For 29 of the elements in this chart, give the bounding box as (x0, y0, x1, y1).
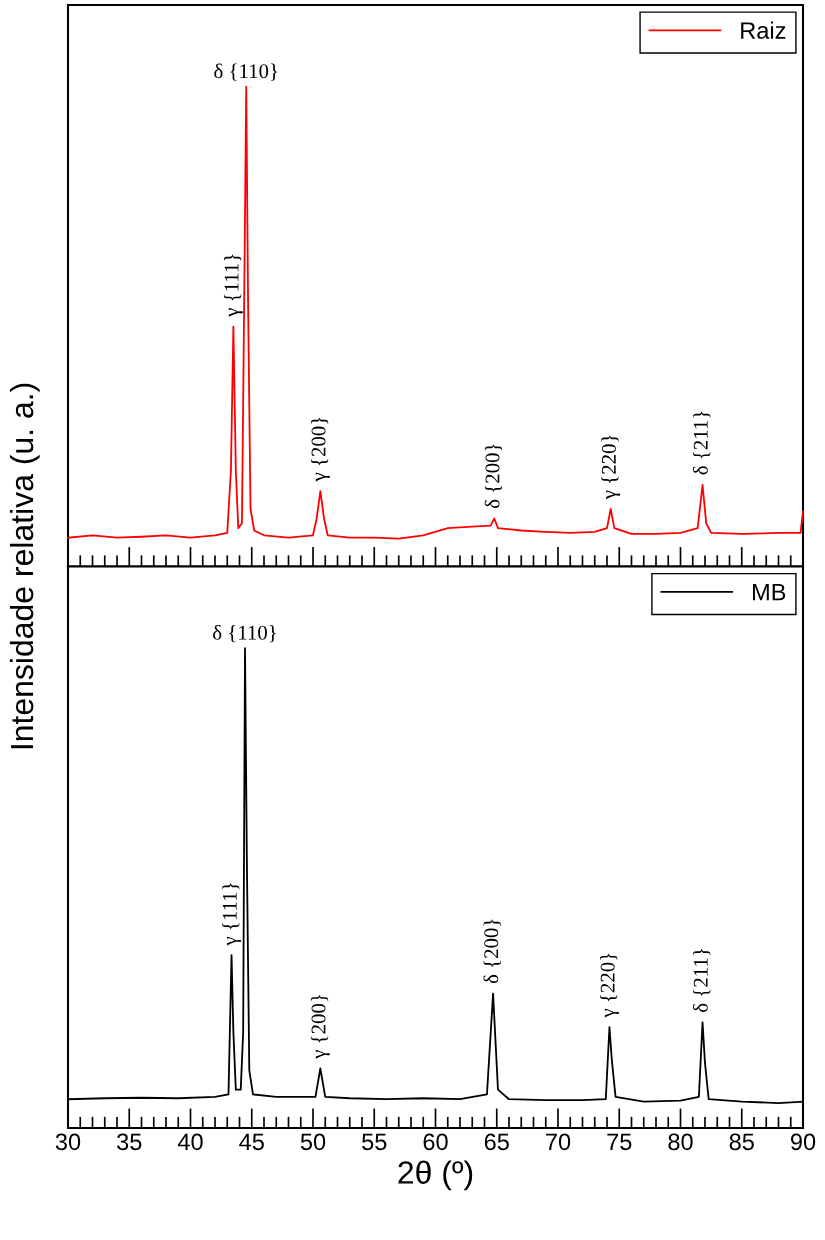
x-tick-label: 70 (546, 1133, 571, 1151)
annotation: γ {200} (310, 995, 330, 1059)
annotation: γ {111} (222, 883, 241, 946)
x-tick-label: 85 (729, 1133, 754, 1151)
annotation: γ {220} (601, 435, 621, 500)
annotation: δ {211} (693, 411, 711, 475)
x-tick-label: 80 (668, 1133, 693, 1151)
annotation: δ {200} (483, 919, 501, 984)
x-tick-label: 60 (423, 1133, 448, 1151)
legend-label: MB (752, 583, 786, 601)
annotation: γ {200} (310, 417, 330, 482)
x-tick-label: 35 (117, 1133, 142, 1151)
x-tick-label: 55 (362, 1133, 387, 1151)
x-tick-label: 30 (55, 1133, 81, 1151)
annotation: γ {111} (223, 254, 243, 317)
x-tick-label: 40 (177, 1133, 203, 1151)
annotation: δ {110} (214, 63, 278, 81)
x-tick-label: 45 (239, 1133, 264, 1151)
annotation: δ {211} (693, 949, 711, 1012)
legend-label: Raiz (741, 21, 786, 39)
x-axis-title: 2θ (º) (398, 1160, 473, 1191)
y-axis-title: Intensidade relativa (u. a.) (9, 383, 40, 749)
annotation: δ {110} (213, 624, 276, 643)
x-tick-label: 50 (300, 1133, 326, 1151)
x-tick-label: 75 (607, 1133, 632, 1151)
x-tick-label: 90 (790, 1133, 816, 1151)
annotation: γ {220} (600, 953, 619, 1018)
annotation: δ {200} (484, 444, 503, 508)
x-tick-label: 65 (484, 1133, 509, 1151)
